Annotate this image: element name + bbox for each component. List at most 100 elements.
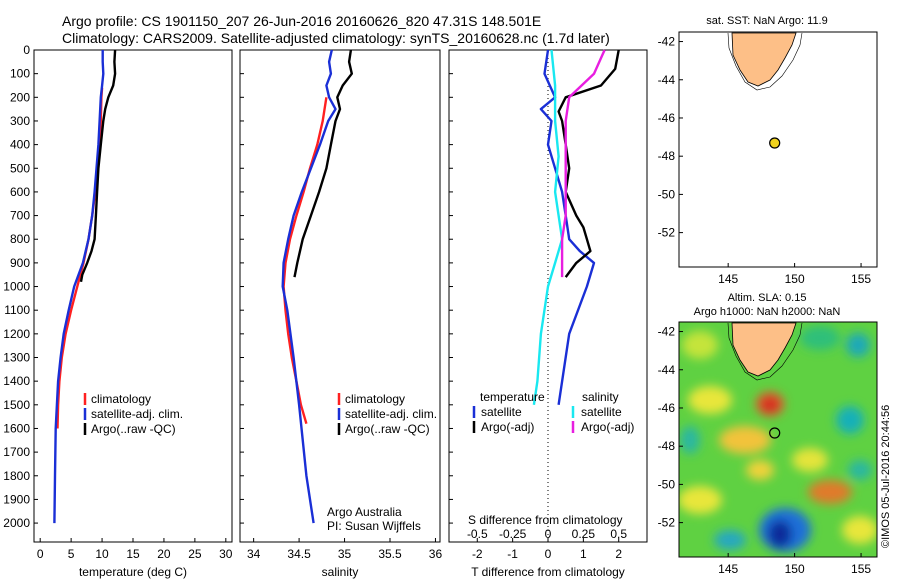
map-y-tick-label: -52 — [658, 516, 676, 530]
sst-map-title: sat. SST: NaN Argo: 11.9 — [706, 15, 827, 27]
x-tick-label: 34 — [247, 547, 261, 561]
y-tick-label: 800 — [10, 232, 30, 246]
map-y-tick-label: -44 — [658, 363, 676, 377]
s-difference-label: S difference from climatology — [468, 513, 623, 527]
x-tick-label: 20 — [157, 547, 171, 561]
x-tick-label: 5 — [68, 547, 75, 561]
x-tick-label: 35.5 — [378, 547, 402, 561]
shelf-contour — [727, 32, 803, 91]
legend-header-salinity: salinity — [582, 390, 619, 404]
series-line — [539, 49, 596, 405]
y-tick-label: 0 — [23, 43, 30, 57]
y-tick-label: 500 — [10, 161, 30, 175]
y-tick-label: 300 — [10, 114, 30, 128]
legend-t-argo-label: Argo(-adj) — [481, 420, 534, 434]
series-line — [53, 50, 105, 524]
temperature-xlabel: temperature (deg C) — [79, 565, 187, 579]
title-line-2: Climatology: CARS2009. Satellite-adjuste… — [62, 30, 610, 46]
s-tick-label: 0.5 — [610, 527, 627, 541]
map-y-tick-label: -46 — [658, 111, 676, 125]
x-tick-label: -2 — [472, 547, 483, 561]
x-tick-label: 36 — [429, 547, 443, 561]
series-line — [557, 49, 620, 278]
legend-climatology-label: climatology — [91, 392, 151, 406]
s-tick-label: -0.5 — [467, 527, 488, 541]
legend-t-satellite-label: satellite — [481, 405, 522, 419]
y-tick-label: 1200 — [3, 327, 30, 341]
difference-legend: temperature salinity satellite Argo(-adj… — [468, 390, 634, 527]
map-y-tick-label: -42 — [658, 35, 676, 49]
salinity-axes — [239, 49, 441, 543]
x-tick-label: -1 — [507, 547, 518, 561]
legend-s-satellite-label: satellite — [581, 405, 622, 419]
y-tick-label: 1700 — [3, 445, 30, 459]
title-line-1: Argo profile: CS 1901150_207 26-Jun-2016… — [62, 13, 541, 29]
series-line — [56, 87, 104, 429]
y-tick-label: 1900 — [3, 492, 30, 506]
sla-title-1: Altim. SLA: 0.15 — [728, 292, 807, 304]
map-x-tick-label: 145 — [718, 562, 738, 576]
s-tick-label: 0.25 — [572, 527, 596, 541]
x-tick-label: 1 — [580, 547, 587, 561]
map-y-tick-label: -46 — [658, 401, 676, 415]
y-tick-label: 2000 — [3, 516, 30, 530]
series-line — [293, 49, 353, 278]
map-x-tick-label: 150 — [785, 272, 805, 286]
y-tick-label: 1500 — [3, 398, 30, 412]
temperature-axes — [33, 49, 233, 543]
y-tick-label: 1600 — [3, 421, 30, 435]
shelf-contour-sla — [727, 322, 803, 381]
x-tick-label: 35 — [338, 547, 352, 561]
y-tick-label: 1300 — [3, 351, 30, 365]
map-y-tick-label: -48 — [658, 149, 676, 163]
series-line — [560, 49, 606, 278]
x-tick-label: 0 — [37, 547, 44, 561]
difference-plot: -2 -1 0 1 2 -0.5 -0.25 0 0.25 0.5 — [449, 49, 627, 561]
map-y-tick-label: -50 — [658, 477, 676, 491]
legend-argo-label: Argo(..raw -QC) — [345, 422, 430, 436]
annotation-argo-australia: Argo Australia — [327, 505, 402, 519]
legend-satellite-label: satellite-adj. clim. — [91, 407, 183, 421]
map-x-tick-label: 145 — [718, 272, 738, 286]
legend-satellite-label: satellite-adj. clim. — [345, 407, 437, 421]
profile-marker — [769, 427, 781, 439]
map-y-tick-label: -52 — [658, 226, 676, 240]
salinity-xlabel: salinity — [322, 565, 359, 579]
y-tick-label: 1100 — [4, 303, 30, 317]
x-tick-label: 25 — [188, 547, 202, 561]
map-x-tick-label: 155 — [851, 562, 871, 576]
profile-marker — [769, 137, 781, 149]
s-tick-label: -0.25 — [499, 527, 527, 541]
tasmania-land-sla — [731, 322, 797, 377]
legend-header-temperature: temperature — [480, 390, 545, 404]
series-line — [79, 49, 117, 283]
x-tick-label: 30 — [219, 547, 233, 561]
map-x-tick-label: 155 — [851, 272, 871, 286]
y-tick-label: 600 — [10, 185, 30, 199]
x-tick-label: 15 — [126, 547, 140, 561]
sla-map: 145 150 155 -42 -44 -46 -48 -50 -52 — [658, 321, 878, 576]
x-tick-label: 0 — [545, 547, 552, 561]
temperature-legend: climatology satellite-adj. clim. Argo(..… — [83, 392, 183, 436]
y-tick-label: 400 — [10, 138, 30, 152]
sst-map-frame — [678, 31, 878, 268]
y-tick-label: 200 — [10, 90, 30, 104]
x-tick-label: 10 — [95, 547, 109, 561]
legend-argo-label: Argo(..raw -QC) — [91, 422, 176, 436]
sla-map-frame — [678, 321, 878, 558]
tasmania-land — [731, 32, 797, 87]
salinity-plot: 34 34.5 35 35.5 36 — [240, 49, 443, 561]
legend-s-argo-label: Argo(-adj) — [581, 420, 634, 434]
map-x-tick-label: 150 — [785, 562, 805, 576]
y-tick-label: 1400 — [3, 374, 30, 388]
map-y-tick-label: -44 — [658, 73, 676, 87]
x-tick-label: 34.5 — [287, 547, 311, 561]
map-y-tick-label: -48 — [658, 439, 676, 453]
y-tick-label: 1800 — [3, 469, 30, 483]
temperature-plot: 0100200300400500600700800900100011001200… — [3, 43, 233, 561]
y-tick-label: 1000 — [3, 280, 30, 294]
y-tick-label: 900 — [10, 256, 30, 270]
difference-axes — [448, 49, 648, 543]
sla-field — [679, 326, 877, 552]
